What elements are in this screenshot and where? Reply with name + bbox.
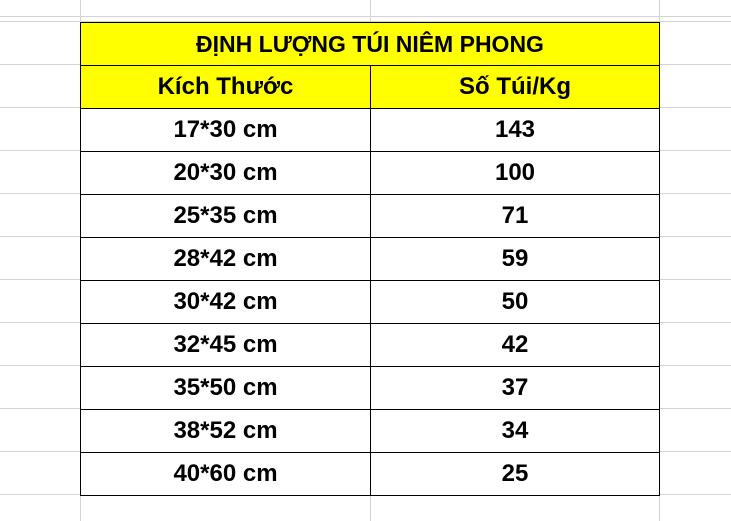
size-cell[interactable]: 25*35 cm [80, 194, 371, 238]
table-row: 40*60 cm 25 [80, 452, 660, 496]
size-cell[interactable]: 28*42 cm [80, 237, 371, 281]
quantity-table: ĐỊNH LƯỢNG TÚI NIÊM PHONG Kích Thước Số … [80, 22, 660, 496]
header-bags-per-kg-cell[interactable]: Số Túi/Kg [370, 65, 660, 109]
bags-per-kg-cell[interactable]: 42 [370, 323, 660, 367]
size-cell[interactable]: 38*52 cm [80, 409, 371, 453]
title-row: ĐỊNH LƯỢNG TÚI NIÊM PHONG [80, 22, 660, 66]
table-row: 38*52 cm 34 [80, 409, 660, 453]
bags-per-kg-cell[interactable]: 37 [370, 366, 660, 410]
header-row: Kích Thước Số Túi/Kg [80, 65, 660, 109]
table-row: 28*42 cm 59 [80, 237, 660, 281]
table-row: 30*42 cm 50 [80, 280, 660, 324]
table-row: 20*30 cm 100 [80, 151, 660, 195]
bags-per-kg-cell[interactable]: 143 [370, 108, 660, 152]
table-row: 35*50 cm 37 [80, 366, 660, 410]
size-cell[interactable]: 32*45 cm [80, 323, 371, 367]
header-size-cell[interactable]: Kích Thước [80, 65, 371, 109]
bags-per-kg-cell[interactable]: 59 [370, 237, 660, 281]
bags-per-kg-cell[interactable]: 71 [370, 194, 660, 238]
table-row: 17*30 cm 143 [80, 108, 660, 152]
table-row: 25*35 cm 71 [80, 194, 660, 238]
size-cell[interactable]: 35*50 cm [80, 366, 371, 410]
bags-per-kg-cell[interactable]: 34 [370, 409, 660, 453]
bags-per-kg-cell[interactable]: 25 [370, 452, 660, 496]
size-cell[interactable]: 40*60 cm [80, 452, 371, 496]
bags-per-kg-cell[interactable]: 100 [370, 151, 660, 195]
size-cell[interactable]: 17*30 cm [80, 108, 371, 152]
size-cell[interactable]: 20*30 cm [80, 151, 371, 195]
bags-per-kg-cell[interactable]: 50 [370, 280, 660, 324]
size-cell[interactable]: 30*42 cm [80, 280, 371, 324]
table-row: 32*45 cm 42 [80, 323, 660, 367]
table-title-cell[interactable]: ĐỊNH LƯỢNG TÚI NIÊM PHONG [80, 22, 660, 66]
